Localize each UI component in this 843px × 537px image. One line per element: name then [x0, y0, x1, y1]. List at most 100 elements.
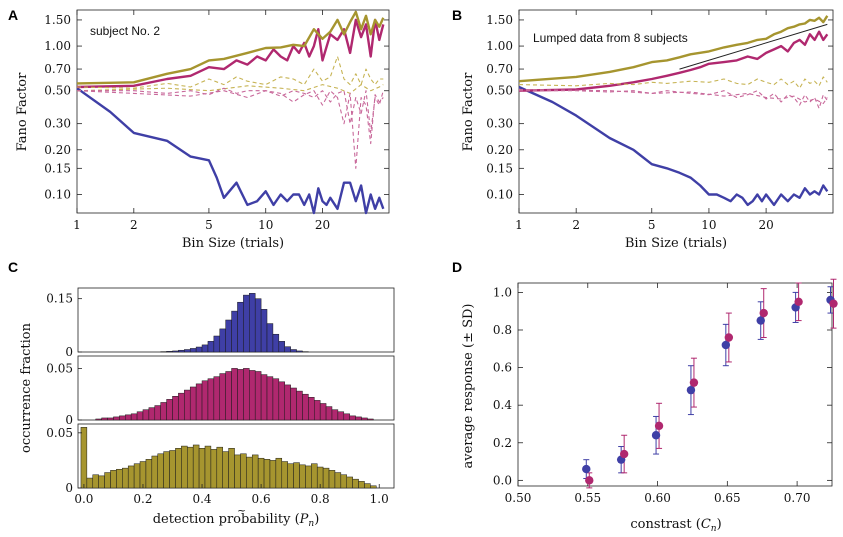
hist-bar-olive-hist-45 [346, 476, 353, 489]
x-axis-label-d-symbol: C [701, 517, 711, 532]
y-tick-label-b-1: 0.15 [486, 161, 513, 175]
hist-bar-olive-hist-18 [187, 446, 194, 489]
hist-bar-olive-hist-5 [110, 470, 117, 489]
point-magenta-points-1 [619, 449, 629, 459]
x-axis-label-a: Bin Size (trials) [182, 236, 284, 251]
point-magenta-points-7 [829, 299, 838, 308]
y-tick-label-b-3: 0.30 [486, 117, 513, 131]
plot-frame-a [76, 9, 390, 214]
x-axis-label-d-text: constrast [630, 517, 692, 532]
panel-b-annotation: Lumped data from 8 subjects [533, 31, 688, 45]
plot-frame-d [517, 282, 833, 487]
y-tick-label-magenta-hist-0: 0 [65, 413, 73, 427]
hist-bar-magenta-hist-10 [154, 405, 161, 421]
panel-a: A subject No. 2 1 2 5 10 20 0.10 0.15 0.20 0.30 0… [8, 7, 390, 251]
x-tick-label-a-3: 10 [258, 218, 273, 232]
x-tick-label-a-0: 1 [73, 218, 81, 232]
hist-bar-olive-hist-20 [198, 448, 206, 489]
hist-bar-magenta-hist-42 [343, 413, 350, 421]
series-b-magenta-dashed-2 [518, 88, 828, 105]
series-a-magenta-dashed-2 [76, 90, 384, 169]
hist-bar-magenta-hist-41 [337, 411, 345, 421]
x-tick-label-d-0: 0.50 [505, 491, 532, 505]
x-axis-label-c-symbol: P [299, 512, 309, 527]
y-tick-label-d-1: 0.2 [493, 436, 512, 450]
x-tick-label-b-1: 2 [572, 218, 580, 232]
hist-bar-magenta-hist-34 [296, 390, 303, 421]
x-tick-label-a-2: 5 [205, 218, 213, 232]
y-tick-label-a-4: 0.50 [44, 84, 71, 98]
hist-bar-olive-hist-17 [181, 445, 188, 489]
hist-bar-olive-hist-0 [80, 427, 88, 489]
hist-bar-olive-hist-2 [92, 474, 99, 489]
hist-bar-magenta-hist-29 [266, 376, 274, 421]
hist-bar-magenta-hist-18 [201, 380, 209, 421]
hist-bar-olive-hist-28 [246, 456, 253, 489]
hist-bar-magenta-hist-36 [308, 397, 315, 421]
hist-bar-blue-hist-4 [184, 349, 191, 353]
hist-bar-magenta-hist-12 [166, 399, 173, 421]
hist-bar-olive-hist-38 [305, 465, 312, 489]
x-axis-label-b: Bin Size (trials) [625, 236, 727, 251]
y-tick-label-a-0: 0.10 [44, 187, 71, 201]
series-a-magenta-thick [76, 18, 385, 89]
point-magenta-points-6 [794, 297, 803, 306]
y-tick-label-b-0: 0.10 [486, 187, 513, 201]
hist-bar-magenta-hist-32 [284, 384, 291, 421]
hist-bar-blue-hist-15 [249, 293, 256, 353]
hist-bar-blue-hist-6 [195, 346, 203, 353]
point-magenta-points-5 [759, 308, 768, 318]
y-tick-label-a-5: 0.70 [44, 62, 71, 76]
hist-bar-magenta-hist-17 [195, 383, 203, 421]
point-blue-points-2 [651, 431, 661, 440]
hist-bar-magenta-hist-6 [130, 413, 138, 421]
hist-bar-olive-hist-44 [340, 474, 347, 489]
y-axis-label-b: Fano Factor [461, 72, 476, 151]
hist-bar-olive-hist-9 [133, 463, 141, 489]
hist-bar-olive-hist-1 [86, 477, 94, 489]
hist-bar-magenta-hist-45 [361, 417, 368, 421]
y-tick-label-b-5: 0.70 [486, 62, 513, 76]
panel-d: D 0.50 0.55 0.60 0.65 0.70 0.0 0.2 0.4 0.6 0.8 1.0… [452, 259, 838, 534]
hist-bar-olive-hist-47 [358, 481, 365, 489]
x-tick-label-b-4: 20 [758, 218, 773, 232]
hist-bar-magenta-hist-9 [148, 407, 156, 421]
hist-bar-blue-hist-13 [237, 301, 244, 353]
series-b-magenta-dashed [519, 90, 828, 109]
panel-letter-c: C [8, 259, 18, 275]
hist-bar-magenta-hist-21 [219, 373, 226, 421]
hist-bar-olive-hist-39 [311, 463, 318, 489]
x-tick-label-d-4: 0.70 [784, 491, 811, 505]
y-tick-label-b-7: 1.50 [486, 13, 513, 27]
series-a-olive-dashed [76, 55, 384, 89]
x-tick-label-a-4: 20 [315, 218, 330, 232]
panel-a-annotation: subject No. 2 [90, 24, 160, 38]
y-tick-label-a-1: 0.15 [44, 161, 71, 175]
hist-bar-olive-hist-36 [293, 462, 300, 489]
hist-bar-olive-hist-43 [334, 472, 342, 489]
series-a-blue-thick [76, 87, 385, 215]
hist-bar-blue-hist-19 [272, 333, 280, 353]
hist-bar-blue-hist-1 [166, 351, 173, 353]
hist-bar-olive-hist-35 [287, 463, 294, 489]
hist-bar-blue-hist-23 [296, 350, 303, 353]
hist-bar-blue-hist-14 [243, 294, 250, 353]
hist-bar-olive-hist-48 [364, 483, 371, 489]
hist-bar-magenta-hist-39 [325, 406, 333, 421]
hist-bar-olive-hist-3 [98, 475, 105, 489]
x-axis-label-c-text: detection probability [153, 512, 291, 527]
hist-bar-blue-hist-16 [254, 298, 262, 353]
hist-bar-blue-hist-9 [213, 335, 221, 353]
point-blue-points-0 [582, 464, 591, 474]
y-tick-label-olive-hist-1: 0.05 [46, 426, 73, 440]
panel-b: B Lumped data from 8 subjects 1 2 5 10 20 0.1… [452, 7, 834, 251]
hist-bar-olive-hist-4 [104, 472, 111, 489]
hist-bar-olive-hist-49 [370, 485, 377, 489]
hist-bar-blue-hist-17 [260, 309, 268, 353]
tilde-mark: ~ [237, 504, 246, 517]
series-a-olive-thick [76, 10, 385, 85]
panel-letter-b: B [452, 7, 462, 23]
hist-bar-olive-hist-14 [163, 451, 170, 489]
x-tick-label-d-3: 0.65 [714, 491, 741, 505]
